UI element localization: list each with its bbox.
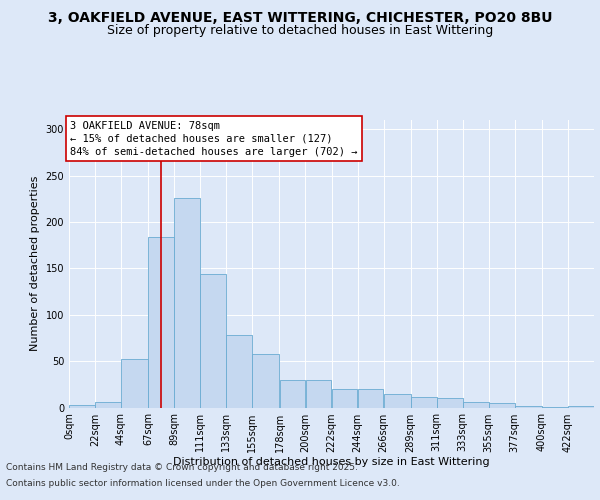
Bar	[463, 402, 488, 407]
Bar	[358, 389, 383, 407]
Bar	[280, 380, 305, 407]
Bar	[437, 398, 463, 407]
Bar	[121, 360, 148, 408]
X-axis label: Distribution of detached houses by size in East Wittering: Distribution of detached houses by size …	[173, 458, 490, 468]
Bar	[332, 389, 358, 407]
Bar	[200, 274, 226, 407]
Text: Contains HM Land Registry data © Crown copyright and database right 2025.: Contains HM Land Registry data © Crown c…	[6, 464, 358, 472]
Text: Size of property relative to detached houses in East Wittering: Size of property relative to detached ho…	[107, 24, 493, 37]
Text: Contains public sector information licensed under the Open Government Licence v3: Contains public sector information licen…	[6, 478, 400, 488]
Bar	[489, 403, 515, 407]
Bar	[253, 354, 280, 408]
Bar	[305, 380, 331, 407]
Bar	[542, 406, 568, 408]
Bar	[175, 198, 200, 408]
Bar	[226, 335, 252, 407]
Bar	[411, 398, 437, 407]
Bar	[148, 237, 174, 408]
Bar	[69, 404, 95, 407]
Y-axis label: Number of detached properties: Number of detached properties	[30, 176, 40, 352]
Bar	[383, 394, 410, 407]
Bar	[95, 402, 121, 407]
Bar	[568, 406, 594, 407]
Text: 3 OAKFIELD AVENUE: 78sqm
← 15% of detached houses are smaller (127)
84% of semi-: 3 OAKFIELD AVENUE: 78sqm ← 15% of detach…	[70, 120, 358, 157]
Text: 3, OAKFIELD AVENUE, EAST WITTERING, CHICHESTER, PO20 8BU: 3, OAKFIELD AVENUE, EAST WITTERING, CHIC…	[48, 11, 552, 25]
Bar	[515, 406, 542, 407]
